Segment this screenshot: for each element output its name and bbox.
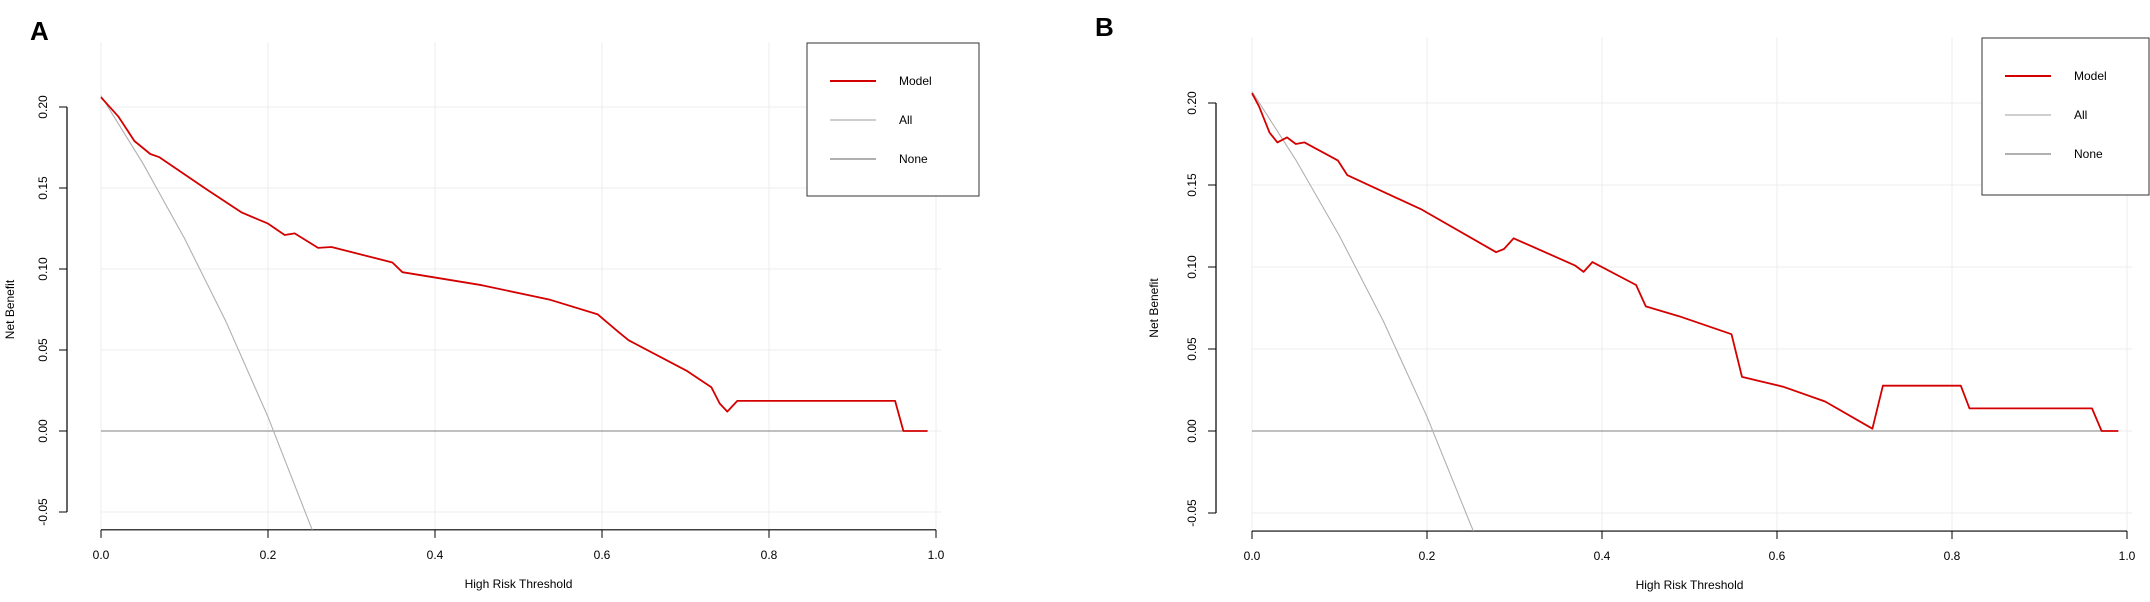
- legend-label-all: All: [899, 113, 912, 127]
- series-model-line: [1251, 92, 2119, 432]
- legend-label-all: All: [2074, 108, 2087, 122]
- x-tick-label: 1.0: [2119, 549, 2136, 563]
- x-axis-title: High Risk Threshold: [1636, 578, 1744, 592]
- x-axis-title: High Risk Threshold: [465, 577, 573, 591]
- legend: Model All None: [806, 42, 980, 197]
- y-tick-label: -0.05: [36, 498, 50, 526]
- legend-label-model: Model: [2074, 69, 2107, 83]
- x-tick-label: 0.0: [93, 548, 110, 562]
- y-tick-label: 0.10: [1185, 255, 1199, 279]
- y-tick-label: 0.20: [36, 95, 50, 119]
- panel-label: A: [30, 16, 49, 46]
- y-tick-label: 0.15: [36, 176, 50, 200]
- y-tick-label: 0.00: [36, 419, 50, 443]
- y-tick-label: -0.05: [1185, 499, 1199, 527]
- x-tick-label: 0.0: [1244, 549, 1261, 563]
- y-tick-label: 0.10: [36, 257, 50, 281]
- x-tick-label: 0.8: [1944, 549, 1961, 563]
- y-tick-label: 0.20: [1185, 91, 1199, 115]
- x-tick-label: 0.2: [1419, 549, 1436, 563]
- x-tick-label: 0.8: [761, 548, 778, 562]
- panel-label: B: [1095, 12, 1114, 42]
- y-axis-title: Net Benefit: [1147, 278, 1161, 338]
- y-axis-title: Net Benefit: [3, 279, 17, 339]
- y-tick-label: 0.05: [1185, 337, 1199, 361]
- y-tick-label: 0.00: [1185, 419, 1199, 443]
- series-all-line: [100, 95, 313, 531]
- legend-label-none: None: [2074, 147, 2103, 161]
- x-tick-label: 0.6: [594, 548, 611, 562]
- panel-a: A 0.0 0.2 0.4 0.6 0.8 1.0 High Risk Threshold -0…: [3, 16, 980, 591]
- x-tick-label: 0.2: [260, 548, 277, 562]
- x-tick-label: 0.4: [427, 548, 444, 562]
- legend: Model All None: [1981, 37, 2150, 196]
- series-model-line: [100, 96, 928, 432]
- panel-b: B 0.0 0.2 0.4 0.6 0.8 1.0 High Risk Threshold -0…: [1095, 12, 2150, 592]
- y-tick-label: 0.05: [36, 338, 50, 362]
- y-tick-label: 0.15: [1185, 173, 1199, 197]
- x-tick-label: 1.0: [928, 548, 945, 562]
- series-all-line: [1251, 91, 1474, 532]
- x-tick-label: 0.6: [1769, 549, 1786, 563]
- legend-label-none: None: [899, 152, 928, 166]
- legend-label-model: Model: [899, 74, 932, 88]
- legend-box: [1981, 37, 2150, 196]
- x-tick-label: 0.4: [1594, 549, 1611, 563]
